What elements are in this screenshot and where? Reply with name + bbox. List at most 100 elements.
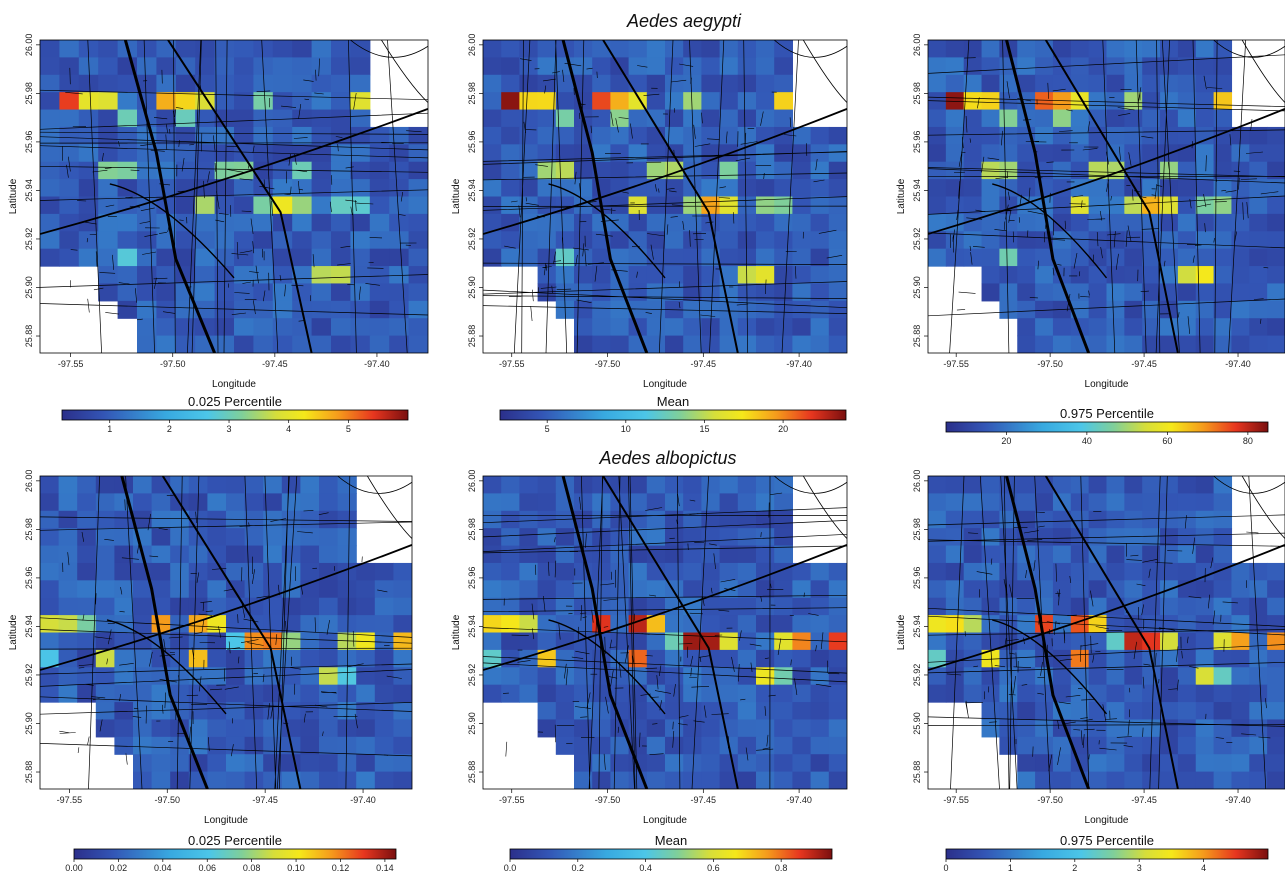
heatmap-cell [646, 493, 666, 512]
heatmap-cell [928, 231, 947, 250]
heatmap-cell [1124, 528, 1143, 547]
heatmap-cell [592, 754, 611, 773]
heatmap-cell [356, 771, 376, 789]
heatmap-cell [945, 144, 965, 163]
heatmap-cell [683, 754, 702, 773]
heatmap-cell [1124, 562, 1143, 581]
heatmap-cell [646, 736, 666, 755]
heatmap-cell [665, 510, 684, 529]
heatmap-cell [350, 283, 371, 302]
heatmap-cell [756, 335, 775, 353]
heatmap-cell [311, 40, 332, 58]
heatmap-cell [537, 109, 557, 128]
heatmap-cell [981, 283, 1000, 302]
heatmap-cell [646, 719, 666, 738]
heatmap-cell [337, 545, 357, 564]
heatmap-cell [1231, 283, 1250, 302]
heatmap-cell [226, 667, 246, 686]
heatmap-cell [574, 335, 593, 353]
heatmap-cell [1249, 213, 1268, 232]
heatmap-cell [1017, 754, 1036, 773]
heatmap-cell [774, 266, 793, 285]
heatmap-cell [389, 266, 410, 285]
heatmap-cell [945, 57, 965, 76]
y-tick-label: 25.92 [467, 664, 477, 687]
y-axis-label: Latitude [451, 178, 462, 214]
heatmap-cell [1160, 266, 1179, 285]
heatmap-cell [77, 632, 97, 651]
heatmap-cell [1124, 684, 1143, 703]
heatmap-cell [356, 597, 376, 616]
x-tick-label: -97.55 [57, 795, 83, 805]
heatmap-cell [592, 702, 611, 721]
heatmap-cell [369, 231, 390, 250]
heatmap-cell [207, 580, 227, 599]
y-tick-label: 25.90 [912, 276, 922, 299]
heatmap-cell [1017, 300, 1036, 319]
y-tick-label: 26.00 [467, 34, 477, 57]
heatmap-cell [646, 754, 666, 773]
heatmap-cell [537, 283, 557, 302]
heatmap-cell [195, 248, 216, 267]
heatmap-cell [1052, 510, 1072, 529]
heatmap-cell [133, 597, 153, 616]
x-axis-label: Longitude [1085, 379, 1129, 390]
heatmap-cell [156, 213, 177, 232]
x-tick-label: -97.40 [364, 359, 390, 369]
heatmap-cell [337, 528, 357, 547]
heatmap-cell [981, 179, 1000, 198]
heatmap-cell [555, 667, 575, 686]
heatmap-cell [999, 528, 1018, 547]
heatmap-cell [59, 40, 80, 58]
heatmap-cell [1213, 476, 1233, 494]
heatmap-cell [592, 109, 611, 128]
heatmap-cell [170, 736, 190, 755]
heatmap-cell [501, 545, 520, 564]
heatmap-cell [683, 615, 702, 634]
heatmap-cell [1249, 266, 1268, 285]
heatmap-cell [963, 667, 983, 686]
heatmap-cell [981, 266, 1000, 285]
heatmap-cell [756, 179, 775, 198]
heatmap-cell [737, 719, 757, 738]
heatmap-cell [1267, 702, 1285, 721]
heatmap-cell [737, 684, 757, 703]
heatmap-cell [756, 126, 775, 145]
heatmap-cell [1142, 667, 1161, 686]
heatmap-cell [311, 74, 332, 93]
heatmap-cell [1213, 702, 1233, 721]
heatmap-cell [1106, 719, 1125, 738]
heatmap-cell [592, 266, 611, 285]
heatmap-cell [537, 580, 557, 599]
heatmap-cell [356, 562, 376, 581]
heatmap-cell [1142, 684, 1161, 703]
heatmap-cell [1160, 126, 1179, 145]
heatmap-cell [1142, 126, 1161, 145]
heatmap-cell [928, 109, 947, 128]
heatmap-cell [555, 736, 575, 755]
heatmap-cell [175, 335, 196, 353]
heatmap-cell [319, 632, 339, 651]
heatmap-cell [610, 562, 630, 581]
heatmap-cell [737, 248, 757, 267]
heatmap-cell [1088, 667, 1108, 686]
heatmap-cell [519, 493, 539, 512]
heatmap-cell [369, 144, 390, 163]
heatmap-cell [774, 248, 793, 267]
heatmap-cell [963, 597, 983, 616]
road-line [337, 476, 412, 494]
heatmap-cell [810, 231, 830, 250]
heatmap-cell [114, 545, 134, 564]
heatmap-cell [646, 702, 666, 721]
heatmap-cell [610, 667, 630, 686]
heatmap-cell [1088, 57, 1108, 76]
heatmap-cell [719, 266, 739, 285]
heatmap-cell [646, 126, 666, 145]
heatmap-cell [1124, 248, 1143, 267]
heatmap-cell [792, 615, 812, 634]
heatmap-cell [519, 109, 539, 128]
heatmap-cell [1160, 213, 1179, 232]
heatmap-cell [574, 736, 593, 755]
heatmap-cell [1249, 736, 1268, 755]
heatmap-cell [263, 493, 283, 512]
